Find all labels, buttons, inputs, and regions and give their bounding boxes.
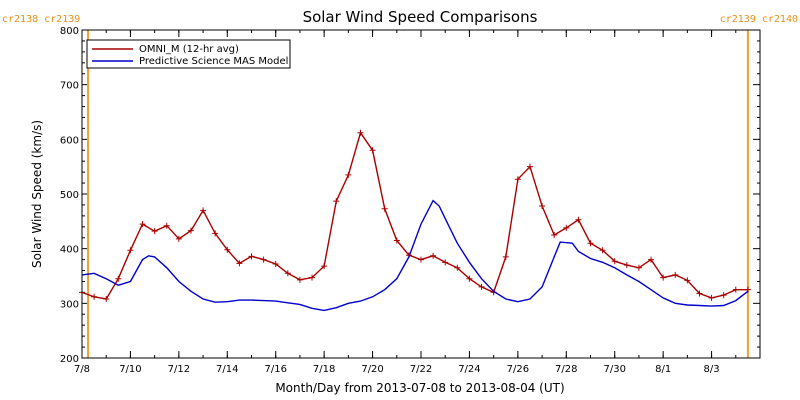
y-tick-label: 300 xyxy=(60,299,79,310)
series-line-omni xyxy=(81,131,748,300)
data-point-omni xyxy=(357,129,364,136)
data-point-omni xyxy=(200,207,207,214)
x-tick-label: 7/14 xyxy=(216,364,238,375)
data-point-omni xyxy=(418,256,424,263)
data-point-omni xyxy=(563,224,570,231)
y-tick-label: 700 xyxy=(60,81,79,92)
data-point-omni xyxy=(296,276,303,283)
data-point-omni xyxy=(732,286,739,293)
y-tick-label: 200 xyxy=(60,354,79,365)
x-tick-label: 7/18 xyxy=(313,364,335,375)
data-point-omni xyxy=(333,198,340,205)
data-point-omni xyxy=(684,277,691,284)
data-point-omni xyxy=(369,147,376,154)
data-point-omni xyxy=(91,293,98,300)
data-point-omni xyxy=(539,203,546,210)
data-point-omni xyxy=(103,295,110,302)
data-point-omni xyxy=(163,222,170,229)
data-point-omni xyxy=(260,256,267,263)
data-point-omni xyxy=(430,252,437,259)
data-point-omni xyxy=(224,246,231,253)
x-tick-label: 7/22 xyxy=(410,364,432,375)
data-point-omni xyxy=(648,256,655,263)
data-point-omni xyxy=(575,216,582,223)
y-axis-label: Solar Wind Speed (km/s) xyxy=(30,120,44,268)
data-point-omni xyxy=(236,260,243,267)
x-tick-label: 7/12 xyxy=(168,364,190,375)
x-tick-label: 7/8 xyxy=(74,364,90,375)
data-point-omni xyxy=(345,171,352,178)
x-tick-label: 7/10 xyxy=(119,364,141,375)
data-point-omni xyxy=(623,262,630,269)
data-point-omni xyxy=(696,290,703,297)
legend: OMNI_M (12-hr avg) Predictive Science MA… xyxy=(86,39,291,69)
data-point-omni xyxy=(551,232,558,238)
series-line-mas xyxy=(81,199,749,312)
data-point-omni xyxy=(660,274,667,281)
data-point-omni xyxy=(478,283,485,290)
data-point-omni xyxy=(309,274,316,281)
x-tick-label: 8/1 xyxy=(655,364,671,375)
legend-label-omni: OMNI_M (12-hr avg) xyxy=(139,44,239,55)
x-tick-label: 7/28 xyxy=(555,364,577,375)
plot-area: 200 300 400 500 600 700 800 7/8 7/10 7/12 7/14 7/16… xyxy=(60,26,761,375)
y-tick-label: 600 xyxy=(60,135,79,146)
data-point-omni xyxy=(611,258,618,265)
data-point-omni xyxy=(442,259,449,266)
data-point-omni xyxy=(175,235,182,242)
x-tick-label: 7/16 xyxy=(264,364,286,375)
y-tick-label: 800 xyxy=(60,26,79,37)
data-point-omni xyxy=(115,275,122,282)
carrington-label-left: cr2138 cr2139 xyxy=(2,14,80,25)
x-tick-label: 7/20 xyxy=(361,364,383,375)
x-tick-label: 7/30 xyxy=(603,364,625,375)
data-point-omni xyxy=(587,240,594,247)
plot-frame xyxy=(81,29,761,359)
data-point-omni xyxy=(284,270,291,277)
data-point-omni xyxy=(720,292,727,299)
data-point-omni xyxy=(187,227,194,234)
data-point-omni xyxy=(321,263,328,270)
carrington-label-right: cr2139 cr2140 xyxy=(720,14,798,25)
legend-box xyxy=(86,39,291,69)
data-point-omni xyxy=(393,237,400,244)
data-point-omni xyxy=(502,253,509,260)
x-axis-label: Month/Day from 2013-07-08 to 2013-08-04 … xyxy=(275,381,564,395)
legend-label-mas: Predictive Science MAS Model xyxy=(139,56,288,67)
data-point-omni xyxy=(514,176,521,183)
data-point-omni xyxy=(526,163,533,170)
data-point-omni xyxy=(466,275,473,282)
data-point-omni xyxy=(272,260,279,267)
data-point-omni xyxy=(139,221,146,228)
y-tick-label: 500 xyxy=(60,190,79,201)
data-point-omni xyxy=(599,247,606,254)
data-point-omni xyxy=(151,228,158,235)
x-tick-label: 8/3 xyxy=(704,364,720,375)
x-tick-label: 7/26 xyxy=(507,364,529,375)
y-tick-label: 400 xyxy=(60,245,79,256)
data-point-omni xyxy=(127,247,134,254)
x-tick-label: 7/24 xyxy=(458,364,480,375)
data-point-omni xyxy=(248,253,255,260)
data-point-omni xyxy=(381,205,388,212)
data-point-omni xyxy=(672,271,679,278)
data-point-omni xyxy=(708,294,715,301)
data-point-omni xyxy=(454,264,461,271)
data-point-omni xyxy=(212,230,219,237)
chart-title: Solar Wind Speed Comparisons xyxy=(303,8,538,26)
data-point-omni xyxy=(635,264,642,271)
